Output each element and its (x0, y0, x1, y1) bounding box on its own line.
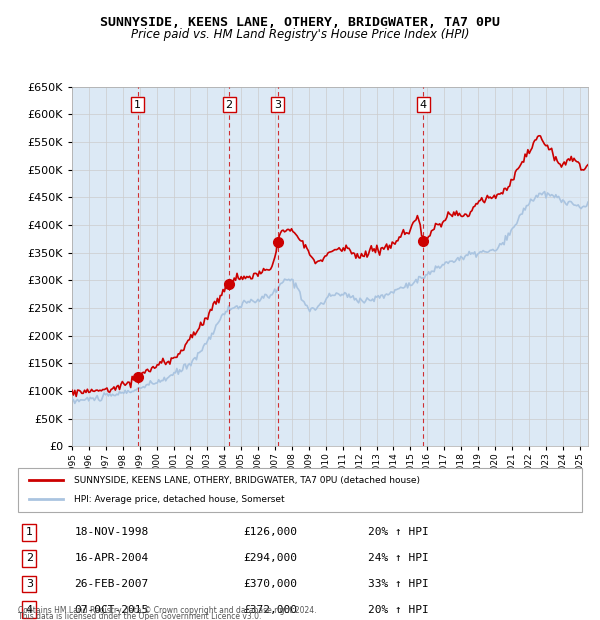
Text: 16-APR-2004: 16-APR-2004 (74, 553, 149, 563)
Text: HPI: Average price, detached house, Somerset: HPI: Average price, detached house, Some… (74, 495, 285, 504)
Text: 20% ↑ HPI: 20% ↑ HPI (368, 605, 428, 615)
Text: £294,000: £294,000 (244, 553, 298, 563)
Text: 1: 1 (134, 99, 141, 110)
Text: Contains HM Land Registry data © Crown copyright and database right 2024.: Contains HM Land Registry data © Crown c… (18, 606, 317, 615)
Text: 4: 4 (420, 99, 427, 110)
Text: 1: 1 (26, 528, 33, 538)
Text: SUNNYSIDE, KEENS LANE, OTHERY, BRIDGWATER, TA7 0PU: SUNNYSIDE, KEENS LANE, OTHERY, BRIDGWATE… (100, 16, 500, 29)
Text: 18-NOV-1998: 18-NOV-1998 (74, 528, 149, 538)
Text: 3: 3 (274, 99, 281, 110)
Text: 26-FEB-2007: 26-FEB-2007 (74, 579, 149, 589)
Text: 3: 3 (26, 579, 33, 589)
Text: SUNNYSIDE, KEENS LANE, OTHERY, BRIDGWATER, TA7 0PU (detached house): SUNNYSIDE, KEENS LANE, OTHERY, BRIDGWATE… (74, 476, 421, 485)
Text: £126,000: £126,000 (244, 528, 298, 538)
Text: 33% ↑ HPI: 33% ↑ HPI (368, 579, 428, 589)
Text: 2: 2 (26, 553, 33, 563)
Text: £372,000: £372,000 (244, 605, 298, 615)
Text: Price paid vs. HM Land Registry's House Price Index (HPI): Price paid vs. HM Land Registry's House … (131, 28, 469, 41)
FancyBboxPatch shape (18, 468, 582, 512)
Text: 20% ↑ HPI: 20% ↑ HPI (368, 528, 428, 538)
Text: This data is licensed under the Open Government Licence v3.0.: This data is licensed under the Open Gov… (18, 612, 262, 620)
Text: 4: 4 (26, 605, 33, 615)
Text: 07-OCT-2015: 07-OCT-2015 (74, 605, 149, 615)
Text: 24% ↑ HPI: 24% ↑ HPI (368, 553, 428, 563)
Text: 2: 2 (226, 99, 233, 110)
Text: £370,000: £370,000 (244, 579, 298, 589)
